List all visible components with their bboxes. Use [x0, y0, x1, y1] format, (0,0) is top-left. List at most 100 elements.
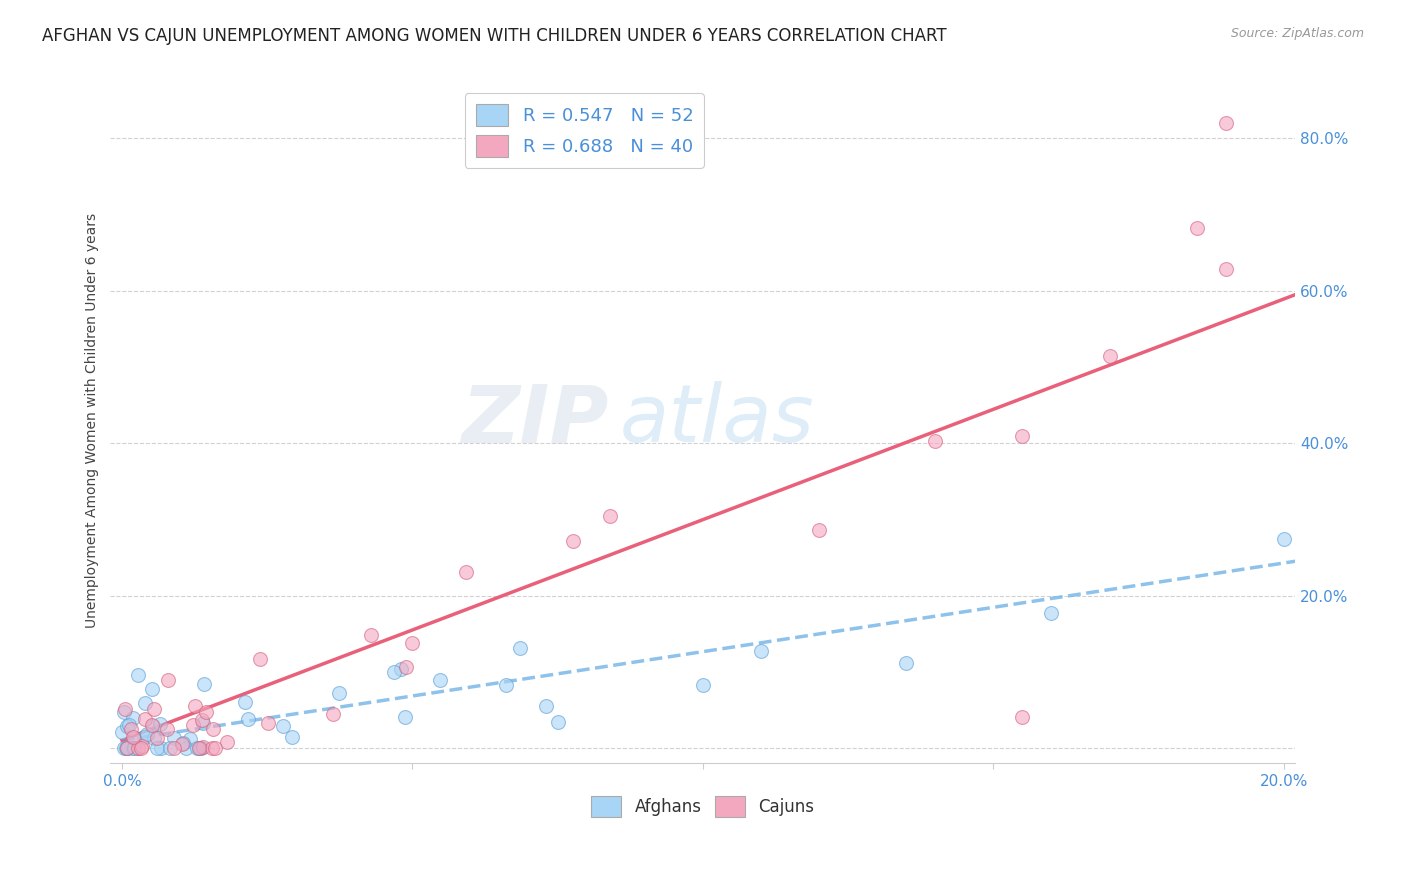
Point: [394, 710, 416, 724]
Point: [181, 718, 204, 732]
Point: [1215, 116, 1237, 130]
Point: [188, 740, 211, 755]
Point: [124, 740, 146, 755]
Point: [187, 740, 209, 755]
Point: [186, 740, 208, 755]
Point: [749, 644, 772, 658]
Point: [389, 663, 412, 677]
Point: [142, 719, 165, 733]
Point: [129, 740, 152, 755]
Point: [233, 694, 256, 708]
Point: [141, 718, 163, 732]
Point: [142, 702, 165, 716]
Point: [184, 698, 207, 713]
Point: [115, 719, 138, 733]
Point: [401, 636, 423, 650]
Point: [172, 736, 194, 750]
Point: [131, 739, 153, 753]
Point: [509, 640, 531, 655]
Point: [149, 717, 172, 731]
Point: [896, 657, 918, 671]
Point: [193, 677, 215, 691]
Point: [328, 686, 350, 700]
Point: [1011, 710, 1033, 724]
Point: [201, 740, 224, 755]
Point: [142, 731, 165, 746]
Point: [156, 673, 179, 688]
Point: [170, 738, 193, 752]
Point: [120, 722, 142, 736]
Point: [191, 713, 214, 727]
Point: [924, 434, 946, 448]
Point: [395, 659, 418, 673]
Point: [115, 740, 138, 755]
Point: [134, 712, 156, 726]
Point: [322, 706, 344, 721]
Point: [122, 711, 145, 725]
Point: [429, 673, 451, 688]
Point: [808, 523, 831, 537]
Point: [111, 724, 134, 739]
Legend: Afghans, Cajuns: Afghans, Cajuns: [585, 789, 821, 823]
Point: [1011, 429, 1033, 443]
Point: [162, 740, 184, 755]
Point: [141, 681, 163, 696]
Text: ZIP: ZIP: [461, 381, 609, 459]
Point: [163, 731, 186, 745]
Point: [692, 677, 714, 691]
Point: [146, 731, 169, 745]
Text: atlas: atlas: [620, 381, 814, 459]
Point: [1272, 533, 1295, 547]
Text: AFGHAN VS CAJUN UNEMPLOYMENT AMONG WOMEN WITH CHILDREN UNDER 6 YEARS CORRELATION: AFGHAN VS CAJUN UNEMPLOYMENT AMONG WOMEN…: [42, 27, 946, 45]
Point: [271, 719, 294, 733]
Point: [280, 730, 302, 744]
Point: [112, 740, 135, 755]
Point: [360, 628, 382, 642]
Point: [159, 740, 181, 755]
Point: [534, 698, 557, 713]
Point: [599, 509, 621, 524]
Point: [257, 715, 280, 730]
Point: [1215, 261, 1237, 276]
Point: [495, 678, 517, 692]
Point: [1040, 606, 1063, 620]
Point: [114, 702, 136, 716]
Point: [454, 566, 477, 580]
Point: [179, 731, 201, 746]
Point: [1185, 220, 1208, 235]
Text: Source: ZipAtlas.com: Source: ZipAtlas.com: [1230, 27, 1364, 40]
Point: [127, 668, 149, 682]
Point: [204, 740, 226, 755]
Point: [156, 723, 179, 737]
Point: [1098, 349, 1121, 363]
Point: [122, 730, 145, 744]
Point: [132, 730, 155, 744]
Point: [127, 740, 149, 755]
Point: [115, 740, 138, 755]
Point: [188, 740, 211, 755]
Point: [238, 712, 260, 726]
Point: [194, 706, 217, 720]
Point: [382, 665, 405, 680]
Point: [122, 731, 145, 746]
Point: [249, 652, 271, 666]
Point: [202, 722, 225, 736]
Point: [135, 727, 157, 741]
Point: [122, 740, 145, 755]
Point: [112, 705, 135, 719]
Point: [134, 697, 156, 711]
Point: [547, 715, 569, 730]
Point: [193, 740, 215, 755]
Point: [145, 740, 167, 755]
Point: [114, 740, 136, 755]
Point: [118, 718, 141, 732]
Point: [149, 740, 172, 755]
Point: [117, 740, 139, 755]
Point: [217, 735, 239, 749]
Point: [174, 740, 197, 755]
Y-axis label: Unemployment Among Women with Children Under 6 years: Unemployment Among Women with Children U…: [86, 212, 100, 628]
Point: [191, 716, 214, 731]
Point: [190, 740, 212, 755]
Point: [127, 740, 149, 755]
Point: [561, 534, 583, 549]
